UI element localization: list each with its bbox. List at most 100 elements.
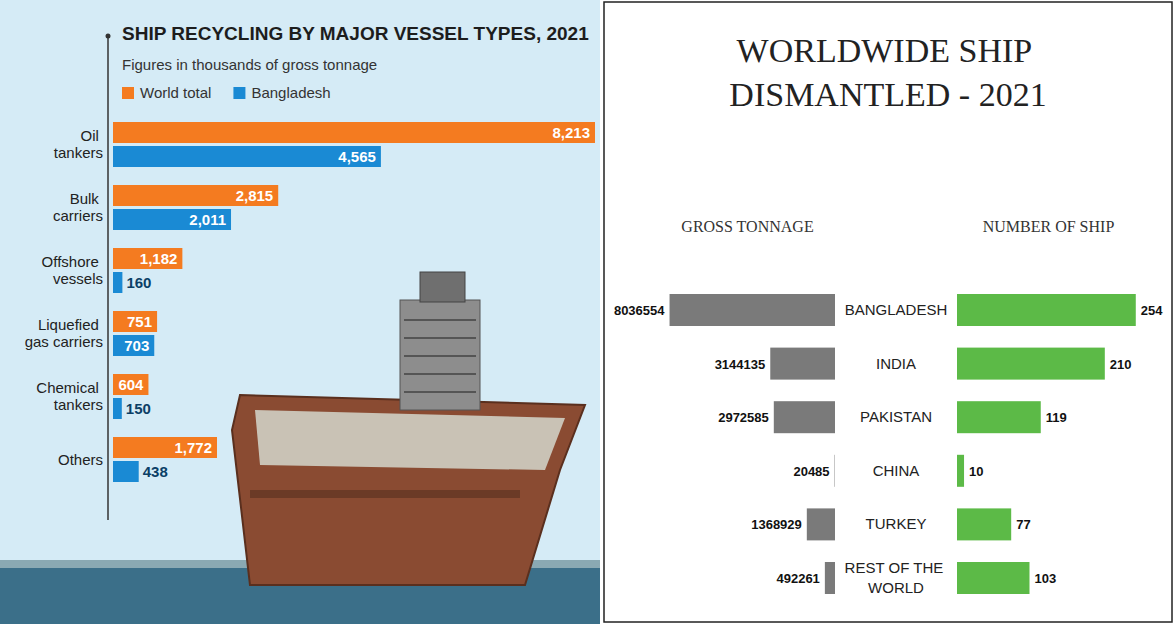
text-line: Oil [81,127,104,144]
ship-deck-line [404,373,476,375]
bar [113,146,381,167]
bar-group [113,122,595,482]
text-line: tankers [54,144,103,161]
text-line: REST OF THE [845,559,948,576]
data-label: 8,213 [552,124,590,141]
bar [834,455,835,487]
panel-background [604,2,1172,622]
data-label: 703 [124,337,149,354]
chart-canvas: SHIP RECYCLING BY MAJOR VESSEL TYPES, 20… [0,0,1176,624]
data-label: 1,182 [140,250,178,267]
text-line: Offshore [42,253,103,270]
text-line: vessels [53,270,103,287]
label-group: Oil tankers8,2134,565Bulk carriers2,8152… [25,124,590,480]
bar [957,455,964,487]
category-label: BANGLADESH [845,301,948,318]
bar [957,401,1041,433]
text-line: CHINA [873,462,920,479]
ship-deck-line [404,337,476,339]
ship-bridge [420,272,465,302]
bar [113,398,122,419]
legend-label: Bangladesh [251,84,330,101]
text-line: carriers [53,207,103,224]
category-label: Others [58,451,103,468]
ship-superstructure [400,300,480,410]
bar [113,374,148,395]
series-heading: GROSS TONNAGE [681,218,813,235]
category-label: REST OF THE WORLD [845,559,948,596]
category-axis [107,36,109,520]
category-label: Oil tankers [54,127,103,161]
bar [113,209,231,230]
chart-title: WORLDWIDE SHIP DISMANTLED - 2021 [729,32,1046,113]
bar [957,294,1136,326]
data-label: 160 [126,274,151,291]
label-group: BANGLADESH INDIA PAKISTAN CHINA TURKEY REST O… [614,301,1163,596]
text-line: Liquefied [38,316,103,333]
chart-subtitle: Figures in thousands of gross tonnage [122,56,377,73]
category-label: PAKISTAN [860,408,932,425]
bar [113,335,154,356]
bar [770,348,835,380]
ship-deck-line [404,355,476,357]
bar [957,508,1011,540]
data-label: 254 [1141,303,1163,318]
data-label: 150 [126,400,151,417]
data-label: 751 [127,313,152,330]
bar [113,437,217,458]
ship-deck-line [404,319,476,321]
category-label: Chemical tankers [36,379,103,413]
data-label: 492261 [776,571,819,586]
bar [957,348,1105,380]
legend-swatch [122,87,134,99]
ship-deck-line [404,391,476,393]
category-label: INDIA [876,355,916,372]
bar [113,272,122,293]
data-label: 210 [1110,357,1132,372]
bar [957,562,1029,594]
text-line: gas carriers [25,333,103,350]
ship-illustration [232,272,585,585]
data-label: 604 [118,376,144,393]
bar [825,562,835,594]
legend-swatch [233,87,245,99]
text-line: WORLDWIDE SHIP [737,32,1040,69]
data-label: 2,011 [189,211,226,228]
series-heading: NUMBER OF SHIP [983,218,1115,235]
data-label: 8036554 [614,303,665,318]
ship-hull [232,395,585,585]
text-line: WORLD [868,579,924,596]
data-label: 3144135 [715,357,766,372]
text-line: BANGLADESH [845,301,948,318]
data-label: 10 [969,464,983,479]
data-label: 20485 [793,464,829,479]
bar [113,311,157,332]
text-line: INDIA [876,355,916,372]
text-line: TURKEY [866,515,927,532]
text-line: Bulk [70,190,103,207]
category-label: TURKEY [866,515,927,532]
ship-stripe [250,490,520,498]
text-line: Chemical [36,379,103,396]
data-label: 4,565 [338,148,376,165]
data-label: 119 [1046,410,1067,425]
data-label: 77 [1016,517,1030,532]
bar [113,122,595,143]
data-label: 103 [1034,571,1056,586]
bar-group [957,294,1136,594]
legend-label: World total [140,84,211,101]
text-line: tankers [54,396,103,413]
category-label: Liquefied gas carriers [25,316,103,350]
text-line: PAKISTAN [860,408,932,425]
ship-interior [255,410,565,470]
data-label: 2972585 [718,410,769,425]
panel-background [0,0,600,624]
bar [113,248,182,269]
bar [113,185,278,206]
text-line: DISMANTLED - 2021 [729,76,1046,113]
category-label: CHINA [873,462,920,479]
bar [670,294,835,326]
bar [113,461,139,482]
category-label: Offshore vessels [42,253,103,287]
text-line: Others [58,451,103,468]
